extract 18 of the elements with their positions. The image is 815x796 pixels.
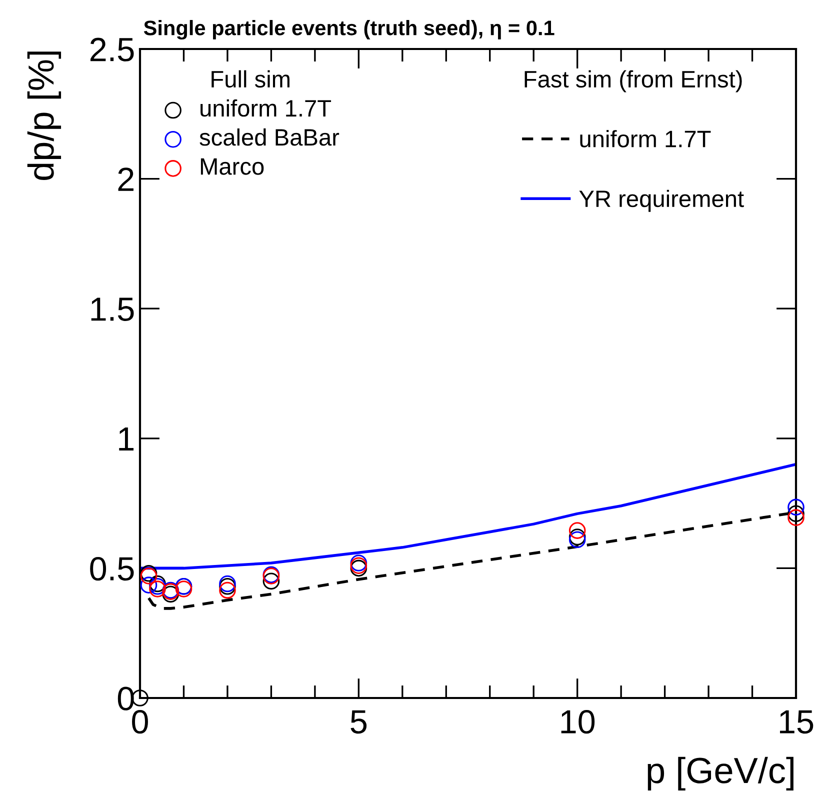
legend-label: Marco <box>200 158 264 175</box>
x-axis-title: p [GeV/c] <box>648 756 794 791</box>
y-tick-label: 2.5 <box>90 38 134 62</box>
x-tick-label: 10 <box>561 710 595 734</box>
legend-label: scaled BaBar <box>200 128 340 146</box>
y-axis-title: dp/p [%] <box>27 52 62 180</box>
x-tick-label: 5 <box>350 710 367 734</box>
y-tick-label: 1.5 <box>91 298 134 322</box>
y-tick-label: 1 <box>119 428 134 450</box>
legend-label: YR requirement <box>579 190 744 212</box>
x-tick-label: 15 <box>780 710 814 734</box>
y-tick-label: 0.5 <box>90 557 134 581</box>
legend-label: uniform 1.7T <box>580 130 711 148</box>
annotation: Fast sim (from Ernst) <box>524 70 742 92</box>
legend-label: uniform 1.7T <box>200 99 332 117</box>
y-tick-label: 2 <box>118 168 134 191</box>
chart-title: Single particle events (truth seed), η = 0.1 <box>144 20 554 40</box>
annotation: Full sim <box>212 70 290 88</box>
